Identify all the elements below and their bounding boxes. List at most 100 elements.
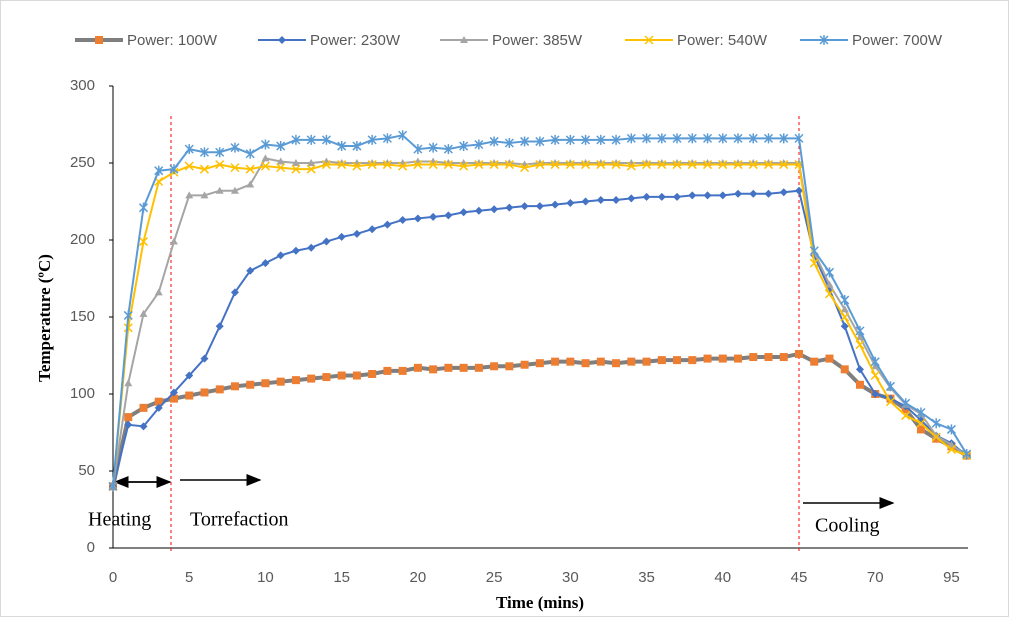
data-point: [596, 357, 605, 366]
legend-marker: [278, 36, 286, 44]
data-point: [703, 191, 712, 200]
data-point: [611, 160, 621, 170]
data-point: [352, 229, 361, 238]
data-point: [154, 165, 164, 176]
data-point: [474, 139, 484, 150]
data-point: [200, 191, 209, 199]
data-point: [657, 160, 667, 170]
data-point: [382, 160, 392, 170]
data-point: [749, 353, 758, 362]
data-point: [855, 340, 865, 350]
data-point: [429, 212, 438, 221]
data-point: [824, 289, 835, 299]
data-point: [673, 356, 682, 365]
data-point: [413, 160, 423, 170]
data-point: [413, 363, 422, 372]
data-point: [916, 418, 926, 428]
data-point: [490, 205, 499, 214]
data-point: [840, 322, 849, 331]
data-point: [855, 325, 865, 336]
data-point: [474, 363, 483, 372]
data-point: [230, 163, 240, 173]
data-point: [840, 312, 850, 322]
x-tick-label: 20: [410, 569, 427, 586]
data-point: [687, 133, 697, 144]
data-point: [627, 194, 636, 203]
data-point: [550, 160, 560, 170]
data-point: [352, 161, 362, 171]
y-tick-label: 100: [70, 385, 95, 402]
data-point: [611, 134, 621, 145]
data-point: [931, 432, 941, 442]
x-tick-label: 25: [486, 569, 503, 586]
legend-marker: [95, 36, 103, 44]
data-point: [748, 133, 758, 144]
data-point: [138, 202, 149, 213]
data-point: [230, 382, 239, 391]
data-point: [489, 136, 499, 147]
data-point: [718, 191, 727, 200]
data-point: [901, 411, 911, 421]
data-point: [779, 160, 789, 170]
data-point: [321, 160, 331, 170]
data-point: [398, 366, 407, 375]
y-axis-title: Temperature (ºC): [35, 254, 54, 382]
x-tick-label: 0: [109, 569, 117, 586]
data-point: [734, 354, 743, 363]
data-point: [946, 424, 956, 435]
data-point: [291, 376, 300, 385]
data-point: [733, 133, 743, 144]
data-point: [291, 134, 301, 145]
data-point: [139, 309, 148, 317]
data-point: [535, 202, 544, 211]
data-point: [245, 148, 255, 159]
data-point: [139, 422, 148, 431]
data-point: [520, 136, 530, 147]
data-point: [185, 191, 194, 199]
data-point: [398, 215, 407, 224]
data-point: [885, 397, 895, 407]
data-point: [779, 188, 788, 197]
data-point: [261, 154, 270, 162]
x-tick-label: 35: [638, 569, 655, 586]
data-point: [505, 203, 514, 212]
data-point: [657, 192, 666, 201]
data-point: [626, 161, 636, 171]
legend-label: Power: 540W: [677, 32, 768, 49]
data-point: [520, 360, 529, 369]
data-point: [566, 357, 575, 366]
y-tick-label: 150: [70, 308, 95, 325]
data-point: [322, 373, 331, 382]
data-point: [215, 186, 224, 194]
data-point: [718, 133, 728, 144]
data-point: [337, 160, 347, 170]
data-point: [718, 354, 727, 363]
x-tick-label: 45: [791, 569, 808, 586]
data-point: [215, 160, 225, 170]
data-point: [825, 354, 834, 363]
data-point: [124, 413, 133, 422]
data-point: [443, 144, 453, 155]
data-point: [795, 349, 803, 358]
data-point: [261, 259, 270, 268]
y-tick-label: 300: [70, 77, 95, 94]
legend-label: Power: 100W: [127, 32, 218, 49]
data-point: [779, 133, 789, 144]
data-point: [855, 380, 864, 389]
data-point: [444, 363, 453, 372]
x-tick-label: 95: [943, 569, 960, 586]
data-point: [169, 164, 179, 175]
annotation: Torrefaction: [190, 509, 289, 531]
data-point: [672, 133, 682, 144]
data-point: [428, 160, 438, 170]
data-point: [962, 449, 972, 460]
data-point: [642, 357, 651, 366]
data-point: [169, 237, 178, 245]
data-point: [871, 390, 880, 398]
data-point: [688, 191, 697, 200]
data-point: [550, 134, 560, 145]
data-point: [429, 365, 438, 374]
x-tick-label: 40: [714, 569, 731, 586]
data-point: [276, 157, 285, 165]
data-point: [688, 356, 697, 365]
